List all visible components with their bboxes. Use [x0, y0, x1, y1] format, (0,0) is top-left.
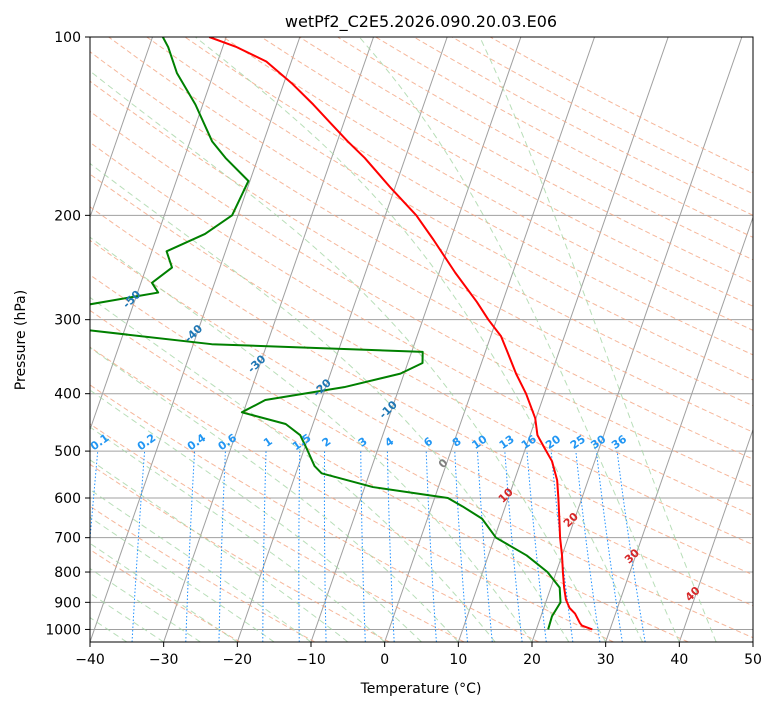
dry-adiabat-line [90, 463, 390, 642]
dry-adiabat-line [90, 423, 465, 642]
y-tick-label: 200 [54, 208, 81, 224]
moist-adiabat-line [479, 37, 717, 642]
isotherm-line [90, 37, 153, 219]
dry-adiabat-line [90, 51, 753, 433]
y-axis-title: Pressure (hPa) [13, 290, 29, 390]
isotherm-line [531, 37, 743, 642]
mixing-ratio-line [476, 451, 493, 642]
y-axis-ticks: 100 200 300 400 500 600 700 800 900 1000 [45, 30, 90, 638]
mixing-ratio-line [185, 451, 196, 642]
mixing-ratio-line [526, 451, 547, 642]
plot-frame [89, 36, 754, 643]
moist-adiabat-line [90, 426, 385, 642]
mixing-ratio-line [504, 451, 523, 642]
mixing-ratio-line [360, 451, 366, 642]
dry-adiabat-line [90, 110, 753, 488]
dry-adiabat-line [299, 37, 753, 284]
sounding-series [90, 37, 593, 631]
isotherm-line [457, 37, 669, 642]
x-tick-label: 0 [380, 652, 389, 668]
moist-adiabat-line [90, 489, 312, 642]
dry-adiabat-line [260, 37, 753, 307]
y-tick-label: 400 [54, 387, 81, 403]
moist-adiabat-line [195, 37, 643, 642]
isotherm-line [678, 428, 753, 642]
x-tick-label: −10 [296, 652, 326, 668]
moist-adiabats [90, 37, 717, 642]
isotherm-line [310, 37, 522, 642]
x-tick-label: 20 [523, 652, 541, 668]
mixing-ratio-line [262, 451, 267, 642]
dry-adiabats [90, 37, 753, 642]
mixing-ratio-line [131, 451, 146, 642]
y-tick-label: 500 [54, 444, 81, 460]
mixing-ratio-line [218, 451, 226, 642]
x-tick-label: −20 [223, 652, 253, 668]
dry-adiabat-line [222, 37, 753, 331]
mixing-ratio-line [323, 451, 327, 642]
y-tick-label: 600 [54, 491, 81, 507]
y-tick-label: 800 [54, 565, 81, 581]
mixing-ratio-line [298, 451, 301, 642]
x-axis-ticks: −40 −30 −20 −10 0 10 20 30 40 50 [75, 642, 762, 668]
x-tick-label: 30 [597, 652, 615, 668]
x-tick-label: −40 [75, 652, 105, 668]
dry-adiabat-line [90, 274, 753, 639]
moist-adiabat-line [90, 389, 422, 642]
dry-adiabat-line [90, 346, 614, 642]
mixing-ratio-line [454, 451, 469, 642]
dry-adiabat-line [90, 239, 753, 607]
x-axis-title: Temperature (°C) [360, 681, 482, 697]
dry-adiabat-line [90, 549, 241, 642]
moist-adiabat-line [90, 236, 533, 642]
isotherm-line [90, 37, 227, 432]
y-tick-label: 900 [54, 595, 81, 611]
dry-adiabat-line [90, 206, 753, 576]
y-tick-label: 700 [54, 531, 81, 547]
mixing-ratio-line [386, 451, 395, 642]
y-tick-label: 1000 [45, 622, 81, 638]
y-tick-label: 100 [54, 30, 81, 46]
moist-adiabat-line [90, 459, 349, 642]
moist-adiabat-line [90, 296, 496, 642]
isotherm-line [605, 215, 753, 642]
isotherm-line [163, 37, 374, 642]
moist-adiabat-line [358, 37, 680, 642]
dewpoint-line [90, 37, 562, 630]
isotherm-line [384, 37, 595, 642]
moist-adiabat-line [90, 70, 607, 642]
x-tick-label: −30 [149, 652, 179, 668]
chart-title: wetPf2_C2E5.2026.090.20.03.E06 [285, 12, 557, 32]
isobar-gridlines [90, 37, 753, 630]
isotherm-line [236, 37, 448, 642]
x-tick-label: 50 [744, 652, 762, 668]
moist-adiabat-line [90, 346, 459, 642]
x-tick-label: 40 [670, 652, 688, 668]
y-tick-label: 300 [54, 313, 81, 329]
dry-adiabat-line [90, 141, 753, 516]
dry-adiabat-line [90, 80, 753, 460]
dry-adiabat-line [184, 37, 753, 356]
x-tick-label: 10 [449, 652, 467, 668]
temperature-line [208, 37, 593, 631]
plot-area: -100-90-80-70-60-50-40-30-20-10010203040… [90, 37, 753, 642]
mixing-ratio-line [90, 451, 99, 545]
